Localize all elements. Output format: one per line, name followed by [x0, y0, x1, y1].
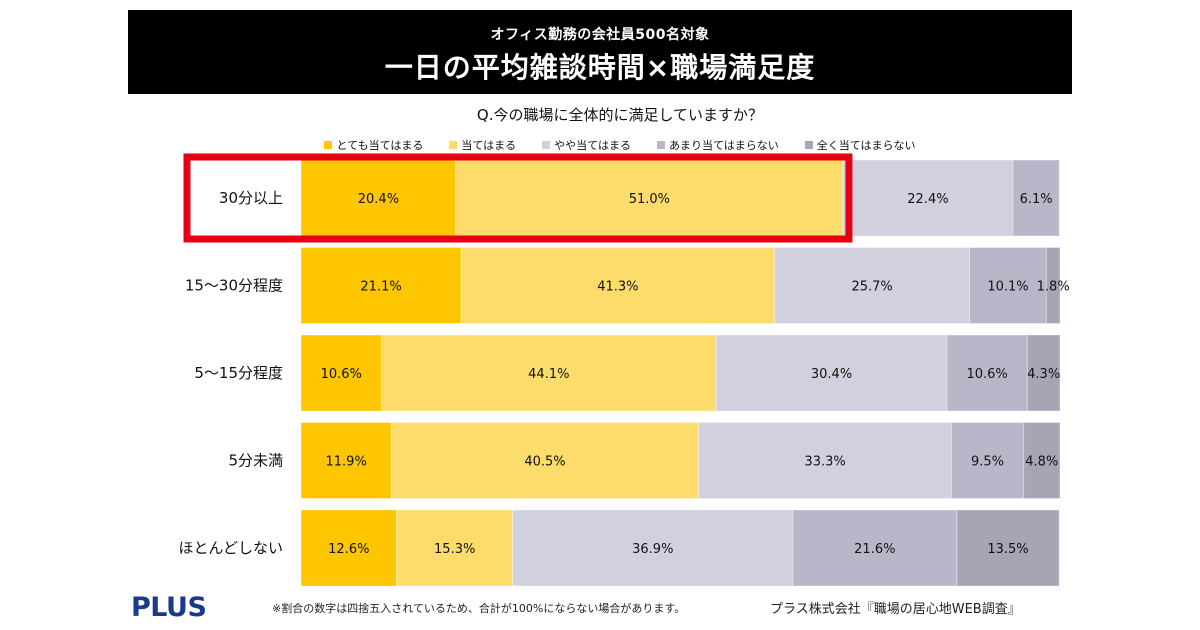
- legend: とても当てはまる 当てはまる やや当てはまる あまり当てはまらない 全く当てはまらない: [300, 137, 940, 153]
- legend-label: やや当てはまる: [554, 139, 631, 152]
- category-label: ほとんどしない: [178, 539, 283, 557]
- data-label: 15.3%: [434, 542, 475, 557]
- bar-segment: [774, 247, 971, 324]
- legend-swatch: [542, 141, 551, 149]
- data-label: 51.0%: [629, 192, 670, 207]
- bar-segment: [300, 334, 382, 412]
- legend-label: 当てはまる: [461, 139, 517, 152]
- data-label: 40.5%: [524, 455, 565, 470]
- data-label: 11.9%: [326, 455, 367, 470]
- title-banner: オフィス勤務の会社員500名対象 一日の平均雑談時間×職場満足度: [128, 10, 1072, 94]
- bar-segment: [1045, 247, 1061, 324]
- bar-segment: [950, 422, 1025, 499]
- data-label: 33.3%: [804, 455, 845, 470]
- bar-segment: [300, 247, 462, 324]
- category-label: 5分未満: [228, 452, 283, 470]
- plus-logo: PLUS: [131, 592, 207, 623]
- data-label: 41.3%: [597, 280, 638, 295]
- data-label: 10.6%: [321, 367, 362, 382]
- data-label: 1.8%: [1037, 280, 1070, 295]
- bar-segment: [946, 334, 1028, 412]
- legend-swatch: [449, 141, 458, 149]
- data-label: 4.8%: [1025, 455, 1058, 470]
- source-credit: プラス株式会社『職場の居心地WEB調査』: [770, 602, 1021, 617]
- legend-item: とても当てはまる: [324, 137, 423, 153]
- data-label: 20.4%: [358, 192, 399, 207]
- bar-segment: [460, 247, 776, 324]
- category-label: 5～15分程度: [194, 364, 283, 382]
- data-label: 22.4%: [907, 192, 948, 207]
- bar-segment: [792, 509, 958, 587]
- survey-question: Q.今の職場に全体的に満足していますか？: [476, 106, 764, 124]
- bar-segment: [698, 422, 952, 499]
- data-label: 25.7%: [851, 280, 892, 295]
- legend-item: あまり当てはまらない: [656, 137, 779, 153]
- bar-segment: [1026, 334, 1061, 412]
- legend-item: やや当てはまる: [542, 137, 631, 153]
- highlight-box: [183, 153, 853, 243]
- legend-item: 当てはまる: [449, 137, 516, 153]
- data-label: 44.1%: [528, 367, 569, 382]
- bar-segment: [842, 159, 1014, 237]
- legend-label: あまり当てはまらない: [668, 139, 779, 152]
- chart-title: 一日の平均雑談時間×職場満足度: [384, 51, 816, 84]
- legend-item: 全く当てはまらない: [804, 137, 916, 153]
- bar-segment: [380, 334, 717, 412]
- bar-segment: [1023, 422, 1061, 499]
- bar-segment: [512, 509, 794, 587]
- bar-segment: [956, 509, 1060, 587]
- rounding-footnote: ※割合の数字は四捨五入されているため、合計が100%にならない場合があります。: [272, 602, 686, 615]
- data-label: 6.1%: [1020, 192, 1053, 207]
- chart-subtitle: オフィス勤務の会社員500名対象: [490, 27, 710, 43]
- bar-segment: [396, 509, 514, 587]
- data-label: 10.6%: [966, 367, 1007, 382]
- bar-segment: [390, 422, 700, 499]
- legend-swatch: [324, 141, 333, 149]
- bar-segment: [1012, 159, 1060, 237]
- data-label: 13.5%: [987, 542, 1028, 557]
- data-label: 36.9%: [632, 542, 673, 557]
- data-label: 9.5%: [971, 455, 1004, 470]
- legend-swatch: [656, 141, 665, 149]
- legend-label: とても当てはまる: [336, 139, 424, 152]
- data-label: 21.1%: [360, 280, 401, 295]
- data-label: 10.1%: [987, 280, 1028, 295]
- legend-swatch: [804, 141, 813, 149]
- bar-segment: [969, 247, 1047, 324]
- data-label: 12.6%: [328, 542, 369, 557]
- bar-segment: [300, 509, 398, 587]
- data-label: 21.6%: [854, 542, 895, 557]
- category-label: 15～30分程度: [185, 277, 283, 295]
- bar-segment: [300, 422, 392, 499]
- legend-label: 全く当てはまらない: [816, 139, 916, 152]
- data-label: 30.4%: [811, 367, 852, 382]
- bar-segment: [455, 159, 844, 237]
- bar-segment: [715, 334, 948, 412]
- category-label: 30分以上: [219, 189, 283, 207]
- data-label: 4.3%: [1027, 367, 1060, 382]
